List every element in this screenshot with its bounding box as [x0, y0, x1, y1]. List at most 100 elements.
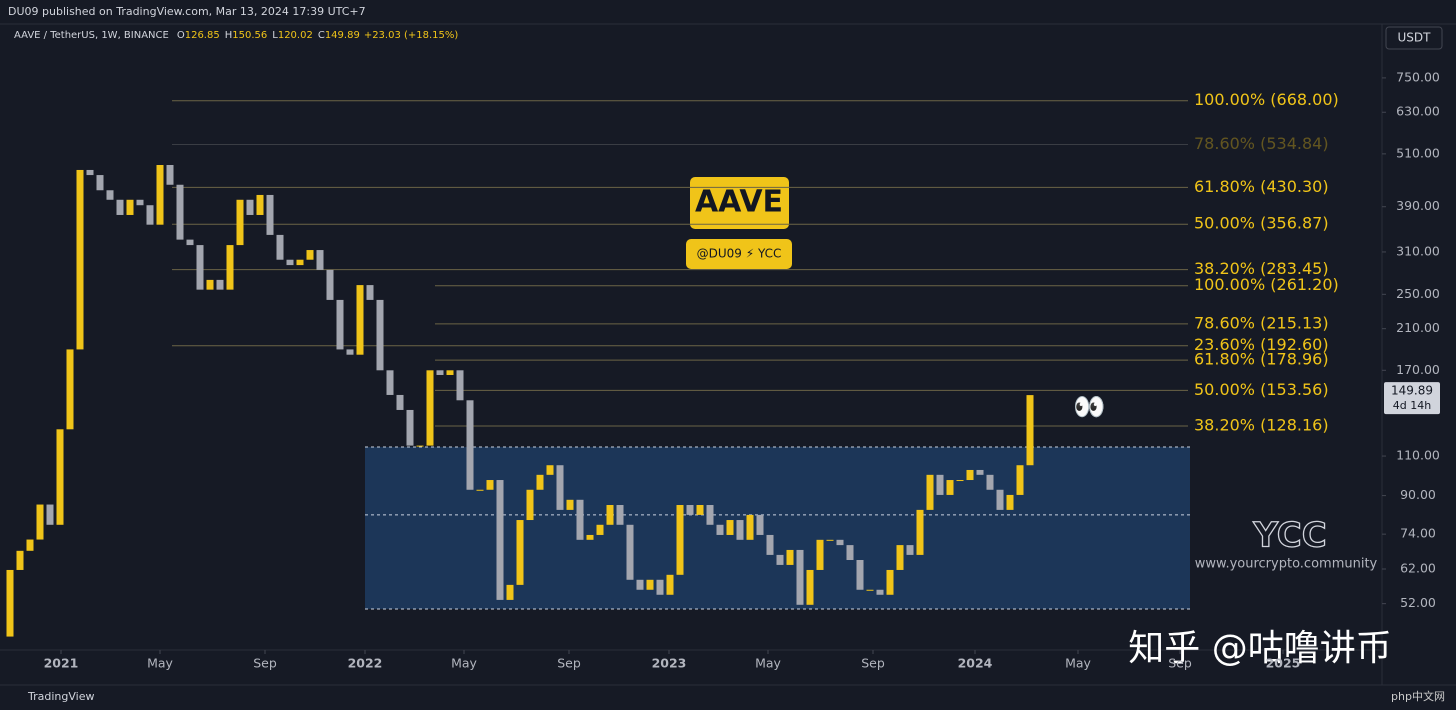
price-label-box	[1384, 382, 1440, 415]
x-tick-label: May	[755, 656, 781, 671]
legend-key: O	[177, 30, 185, 41]
price-label: 149.89	[1391, 384, 1433, 398]
candle	[666, 574, 674, 595]
badge-box	[690, 177, 789, 229]
candle	[746, 514, 754, 540]
candle	[96, 175, 104, 191]
fib-label: 78.60% (534.84)	[1194, 134, 1329, 153]
candle	[546, 465, 554, 475]
y-tick-label: 310.00	[1396, 243, 1440, 258]
candle	[286, 259, 294, 266]
candle	[836, 539, 844, 546]
candle	[256, 194, 264, 215]
currency[interactable]: USDT	[1398, 31, 1432, 45]
candle	[196, 245, 204, 290]
fib-label: 50.00% (153.56)	[1194, 380, 1329, 399]
candle	[716, 524, 724, 535]
candle	[166, 164, 174, 185]
candle	[186, 239, 194, 246]
x-tick-label: Sep	[861, 656, 885, 671]
candle	[216, 279, 224, 290]
candle	[146, 205, 154, 225]
candle	[46, 504, 54, 525]
candle	[466, 400, 474, 490]
x-tick-label: May	[1065, 656, 1091, 671]
candle	[356, 285, 364, 355]
candle	[906, 545, 914, 555]
fib-label: 50.00% (356.87)	[1194, 214, 1329, 233]
footer: TradingView	[27, 690, 94, 703]
fib-label: 38.20% (128.16)	[1194, 415, 1329, 434]
fib-label: 61.80% (178.96)	[1194, 350, 1329, 369]
candle	[786, 549, 794, 565]
candle	[176, 184, 184, 240]
fib-label: 23.60% (192.60)	[1194, 335, 1329, 354]
candle	[976, 469, 984, 475]
candle	[696, 505, 704, 515]
candle	[996, 489, 1004, 510]
candle	[956, 480, 964, 482]
x-tick-label: 2025	[1266, 656, 1301, 671]
candle	[266, 194, 274, 235]
legend-value: 120.02	[278, 30, 313, 41]
range-zone	[365, 446, 1190, 610]
y-tick-label: 52.00	[1400, 595, 1436, 610]
candle	[6, 569, 14, 637]
candle	[886, 569, 894, 595]
candle	[1016, 465, 1024, 495]
candle	[686, 505, 694, 515]
fib-label: 38.20% (283.45)	[1194, 259, 1329, 278]
candle	[556, 465, 564, 510]
y-tick-label: 74.00	[1400, 526, 1436, 541]
candle	[526, 489, 534, 521]
y-tick-label: 210.00	[1396, 320, 1440, 335]
candle	[986, 474, 994, 490]
legend-value: 150.56	[232, 30, 267, 41]
candle	[316, 250, 324, 270]
candle	[16, 550, 24, 570]
y-tick-label: 750.00	[1396, 69, 1440, 84]
currency-box[interactable]	[1385, 26, 1443, 50]
countdown: 4d 14h	[1393, 399, 1431, 412]
badge: AAVE @DU09 ⚡ YCC	[686, 177, 792, 269]
candle	[926, 474, 934, 510]
candle	[476, 489, 484, 491]
legend-value: 149.89	[325, 30, 360, 41]
x-tick-label: 2024	[958, 656, 993, 671]
zhihu-watermark: 知乎 @咕噜讲币	[1128, 628, 1391, 669]
candle	[756, 514, 764, 535]
y-tick-label: 110.00	[1396, 448, 1440, 463]
fib-label: 78.60% (215.13)	[1194, 313, 1329, 332]
candle	[306, 250, 314, 260]
badge-box	[686, 239, 792, 269]
legend: AAVE / TetherUS, 1W, BINANCE O126.85 H150.…	[14, 30, 458, 41]
watermark-logo: YCC	[1252, 516, 1326, 556]
candle	[736, 520, 744, 540]
candle	[506, 584, 514, 600]
candle	[376, 299, 384, 371]
x-tick-label: May	[147, 656, 173, 671]
candle	[416, 445, 424, 447]
y-tick-label: 630.00	[1396, 104, 1440, 119]
x-tick-label: Sep	[557, 656, 581, 671]
candle	[136, 199, 144, 206]
candle	[456, 370, 464, 401]
candle	[706, 505, 714, 525]
candle	[936, 474, 944, 495]
x-tick-label: May	[451, 656, 477, 671]
candle	[726, 520, 734, 535]
candle	[406, 409, 414, 446]
candle	[586, 534, 594, 540]
candle	[816, 539, 824, 570]
candle	[246, 199, 254, 215]
legend-value: 126.85	[185, 30, 220, 41]
candle	[1006, 494, 1014, 510]
legend-key: C	[318, 30, 325, 41]
legend-key: L	[272, 30, 278, 41]
candle	[426, 370, 434, 446]
candle	[766, 534, 774, 555]
php-watermark: php中文网	[1391, 689, 1445, 703]
candle	[876, 589, 884, 595]
candle	[436, 370, 444, 375]
candle	[826, 539, 834, 541]
